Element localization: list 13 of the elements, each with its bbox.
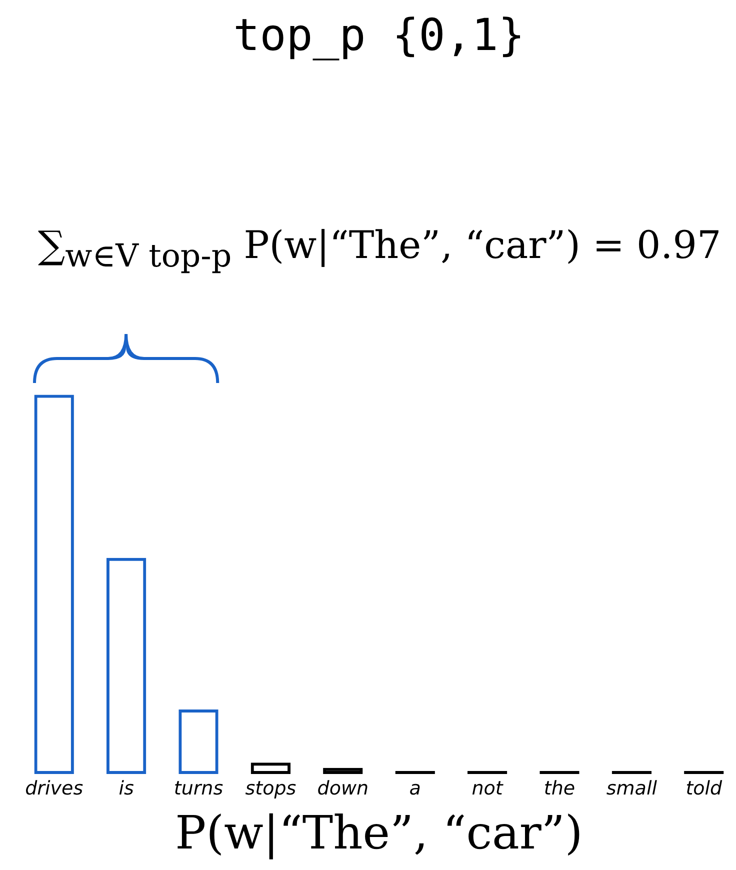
- text: ∑$_{w∈V top-p}$ P(w|“The”, “car”) = 0.97: [38, 223, 722, 275]
- x-axis-title: P(w|“The”, “car”): [175, 805, 583, 860]
- x-tick-label: the: [544, 777, 576, 800]
- x-tick-label: down: [317, 777, 369, 800]
- x-tick-label: stops: [245, 777, 296, 800]
- x-tick-label: drives: [25, 777, 84, 800]
- x-tick-label: is: [118, 777, 134, 800]
- x-tick-label: not: [472, 777, 504, 800]
- x-tick-label: a: [409, 777, 421, 800]
- x-tick-label: small: [606, 777, 658, 800]
- x-tick-label: turns: [174, 777, 224, 800]
- x-tick-label: told: [686, 777, 724, 800]
- chart-title: top_p {0,1}: [233, 10, 525, 61]
